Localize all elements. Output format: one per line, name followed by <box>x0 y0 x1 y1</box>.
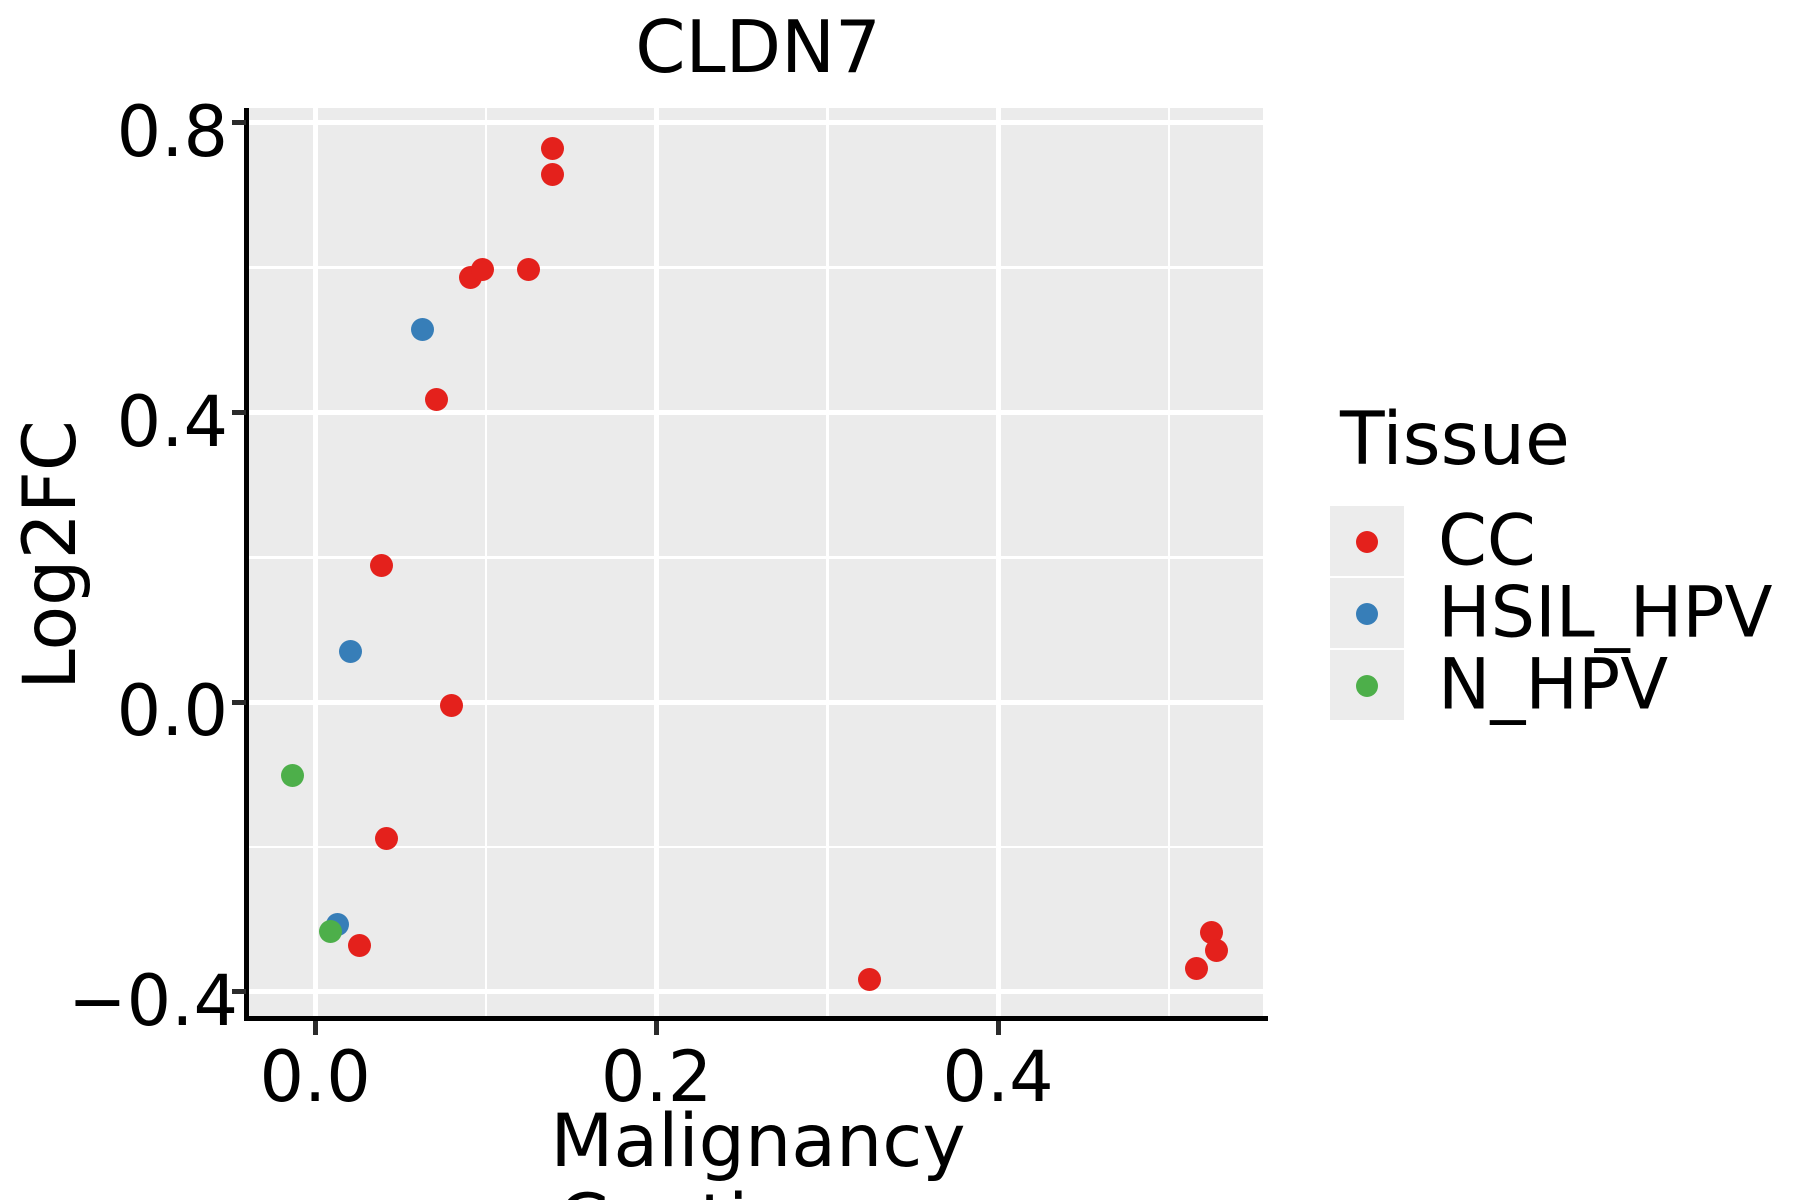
plot-panel <box>246 108 1263 1019</box>
y-axis-line <box>244 108 249 1021</box>
major-gridline-x <box>995 108 1001 1019</box>
y-tick-mark <box>232 699 246 705</box>
data-point-hsil_hpv <box>339 639 363 663</box>
data-point-cc <box>540 137 564 161</box>
legend-dot-icon <box>1356 675 1378 697</box>
major-gridline-x <box>312 108 318 1019</box>
legend-item-cc: CC <box>1330 499 1790 582</box>
major-gridline-y <box>246 989 1263 995</box>
data-point-cc <box>1199 920 1223 944</box>
y-tick-label: 0.8 <box>116 90 228 173</box>
x-axis-title: Malignancy Continuum <box>550 1099 966 1200</box>
y-tick-label: 0.4 <box>116 380 228 463</box>
y-tick-mark <box>232 410 246 415</box>
data-point-hsil_hpv <box>411 318 435 342</box>
y-tick-mark <box>232 989 246 995</box>
data-point-cc <box>370 553 394 577</box>
data-point-n_hpv <box>281 763 305 787</box>
y-tick-label: 0.0 <box>116 670 228 753</box>
minor-gridline-y <box>246 266 1263 269</box>
legend-dot-icon <box>1356 603 1378 625</box>
minor-gridline-y <box>246 845 1263 849</box>
legend-items: CC HSIL_HPV N_HPV <box>1330 499 1790 726</box>
minor-gridline-x <box>1167 108 1170 1019</box>
data-point-cc <box>348 933 372 957</box>
legend-key <box>1330 506 1404 576</box>
data-point-cc <box>375 826 399 850</box>
legend-key <box>1330 578 1404 648</box>
data-point-cc <box>1205 939 1229 963</box>
y-tick-mark <box>232 120 246 126</box>
data-point-cc <box>424 387 448 411</box>
chart-title: CLDN7 <box>635 5 881 89</box>
major-gridline-y <box>246 699 1263 705</box>
data-point-n_hpv <box>319 920 342 944</box>
major-gridline-y <box>246 120 1263 126</box>
legend-item-hsil_hpv: HSIL_HPV <box>1330 571 1790 654</box>
legend-label: HSIL_HPV <box>1438 571 1773 654</box>
y-axis-title: Log2FC <box>7 420 93 690</box>
legend-dot-icon <box>1356 531 1378 553</box>
data-point-cc <box>540 162 564 186</box>
x-tick-mark <box>654 1021 660 1035</box>
legend-item-n_hpv: N_HPV <box>1330 643 1790 726</box>
x-axis-line <box>244 1016 1268 1021</box>
legend-label: CC <box>1438 499 1536 582</box>
legend-label: N_HPV <box>1438 643 1669 726</box>
x-tick-mark <box>995 1021 1001 1035</box>
x-tick-label: 0.4 <box>942 1036 1054 1118</box>
legend-key <box>1330 650 1404 720</box>
legend-title: Tissue <box>1340 397 1570 482</box>
minor-gridline-x <box>484 108 488 1019</box>
data-point-cc <box>470 257 494 281</box>
minor-gridline-x <box>826 108 829 1019</box>
y-tick-label: −0.4 <box>68 959 238 1042</box>
data-point-cc <box>1184 957 1208 981</box>
minor-gridline-y <box>246 556 1263 559</box>
x-tick-label: 0.0 <box>259 1036 371 1118</box>
major-gridline-x <box>654 108 660 1019</box>
x-tick-label: 0.2 <box>600 1036 713 1118</box>
major-gridline-y <box>246 410 1263 415</box>
x-tick-mark <box>312 1021 318 1035</box>
data-point-cc <box>858 968 882 992</box>
data-point-cc <box>517 258 541 282</box>
data-point-cc <box>440 694 464 718</box>
